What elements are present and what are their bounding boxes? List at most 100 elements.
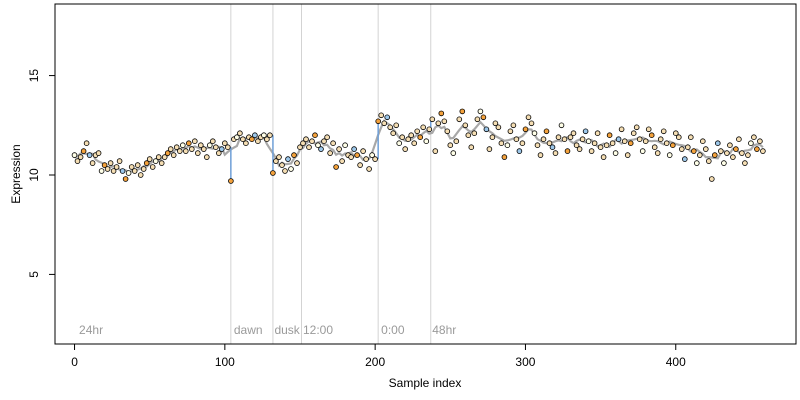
x-tick-label: 300 bbox=[515, 355, 535, 369]
data-point bbox=[161, 154, 168, 160]
data-point bbox=[104, 166, 111, 172]
data-point bbox=[396, 140, 403, 147]
data-point bbox=[760, 148, 766, 154]
data-point bbox=[113, 164, 120, 170]
data-point bbox=[693, 160, 700, 166]
data-point bbox=[276, 154, 282, 160]
data-point bbox=[727, 142, 733, 149]
data-point bbox=[342, 142, 348, 149]
data-point bbox=[657, 136, 664, 143]
data-point bbox=[195, 150, 201, 156]
data-point bbox=[128, 164, 135, 170]
data-point bbox=[570, 130, 577, 137]
data-point bbox=[297, 144, 303, 151]
data-point bbox=[255, 138, 261, 145]
data-point bbox=[170, 152, 177, 158]
data-point bbox=[137, 172, 144, 178]
data-point bbox=[546, 140, 553, 147]
data-point bbox=[303, 136, 309, 143]
data-point bbox=[483, 126, 490, 133]
data-point bbox=[742, 160, 748, 166]
data-point bbox=[146, 156, 153, 162]
data-point bbox=[98, 168, 105, 174]
data-point bbox=[207, 142, 213, 149]
data-point bbox=[543, 128, 550, 135]
data-point bbox=[576, 146, 583, 152]
data-point bbox=[757, 138, 763, 145]
data-point bbox=[423, 138, 430, 145]
data-point bbox=[730, 154, 736, 160]
vertical-guides bbox=[230, 4, 432, 344]
data-point bbox=[600, 154, 607, 160]
data-point bbox=[201, 146, 207, 152]
data-point bbox=[648, 132, 655, 139]
y-axis: 5 10 15 bbox=[27, 69, 56, 278]
data-point bbox=[432, 148, 439, 154]
data-point bbox=[513, 136, 520, 143]
data-point bbox=[83, 140, 90, 147]
data-point bbox=[273, 158, 279, 164]
data-point bbox=[714, 140, 721, 147]
data-point bbox=[501, 154, 508, 160]
data-point bbox=[315, 142, 321, 149]
data-point bbox=[606, 132, 613, 139]
data-point bbox=[438, 110, 445, 117]
data-point bbox=[95, 150, 102, 156]
annotation-label-4: 0:00 bbox=[381, 323, 405, 337]
data-point bbox=[645, 126, 652, 133]
x-tick-label: 100 bbox=[215, 355, 235, 369]
data-point bbox=[504, 142, 511, 149]
data-point bbox=[321, 138, 327, 145]
data-point bbox=[453, 138, 460, 145]
data-point bbox=[339, 158, 345, 164]
data-point bbox=[219, 146, 225, 152]
data-point bbox=[456, 116, 463, 123]
data-point bbox=[125, 170, 132, 176]
data-point bbox=[204, 154, 210, 160]
data-point bbox=[639, 148, 646, 154]
data-point bbox=[417, 134, 424, 141]
data-point bbox=[183, 148, 189, 154]
data-point bbox=[354, 152, 360, 158]
y-tick-label: 10 bbox=[27, 168, 41, 182]
data-point bbox=[492, 120, 499, 127]
data-point bbox=[86, 152, 93, 158]
data-point bbox=[495, 124, 502, 131]
data-point bbox=[540, 136, 547, 143]
data-point bbox=[724, 150, 730, 156]
annotation-label-3: 12:00 bbox=[303, 323, 333, 337]
data-point bbox=[306, 144, 312, 151]
data-point bbox=[324, 134, 330, 141]
data-point bbox=[225, 144, 231, 151]
data-point bbox=[522, 126, 529, 133]
data-point bbox=[474, 116, 481, 123]
data-point bbox=[77, 154, 84, 160]
data-point bbox=[751, 134, 757, 141]
data-point bbox=[699, 138, 706, 145]
data-point bbox=[80, 148, 87, 154]
annotation-label-1: dawn bbox=[234, 323, 263, 337]
data-point bbox=[363, 156, 369, 162]
data-point bbox=[309, 138, 315, 145]
data-point bbox=[672, 130, 679, 137]
data-point bbox=[375, 118, 382, 125]
y-tick-label: 15 bbox=[27, 69, 41, 83]
data-point bbox=[573, 142, 580, 149]
data-point bbox=[134, 162, 141, 168]
data-point bbox=[300, 140, 306, 147]
data-point bbox=[288, 166, 294, 172]
data-point bbox=[745, 152, 751, 158]
data-point bbox=[393, 122, 400, 129]
data-point bbox=[89, 160, 96, 166]
data-point bbox=[149, 164, 156, 170]
data-point bbox=[552, 150, 559, 156]
data-point bbox=[531, 130, 538, 137]
data-point bbox=[633, 124, 640, 131]
data-point bbox=[498, 140, 505, 147]
data-point bbox=[369, 152, 375, 158]
data-point bbox=[291, 152, 297, 158]
data-point bbox=[405, 136, 412, 143]
data-point bbox=[642, 138, 649, 145]
data-point bbox=[249, 136, 255, 143]
data-point bbox=[468, 144, 475, 151]
